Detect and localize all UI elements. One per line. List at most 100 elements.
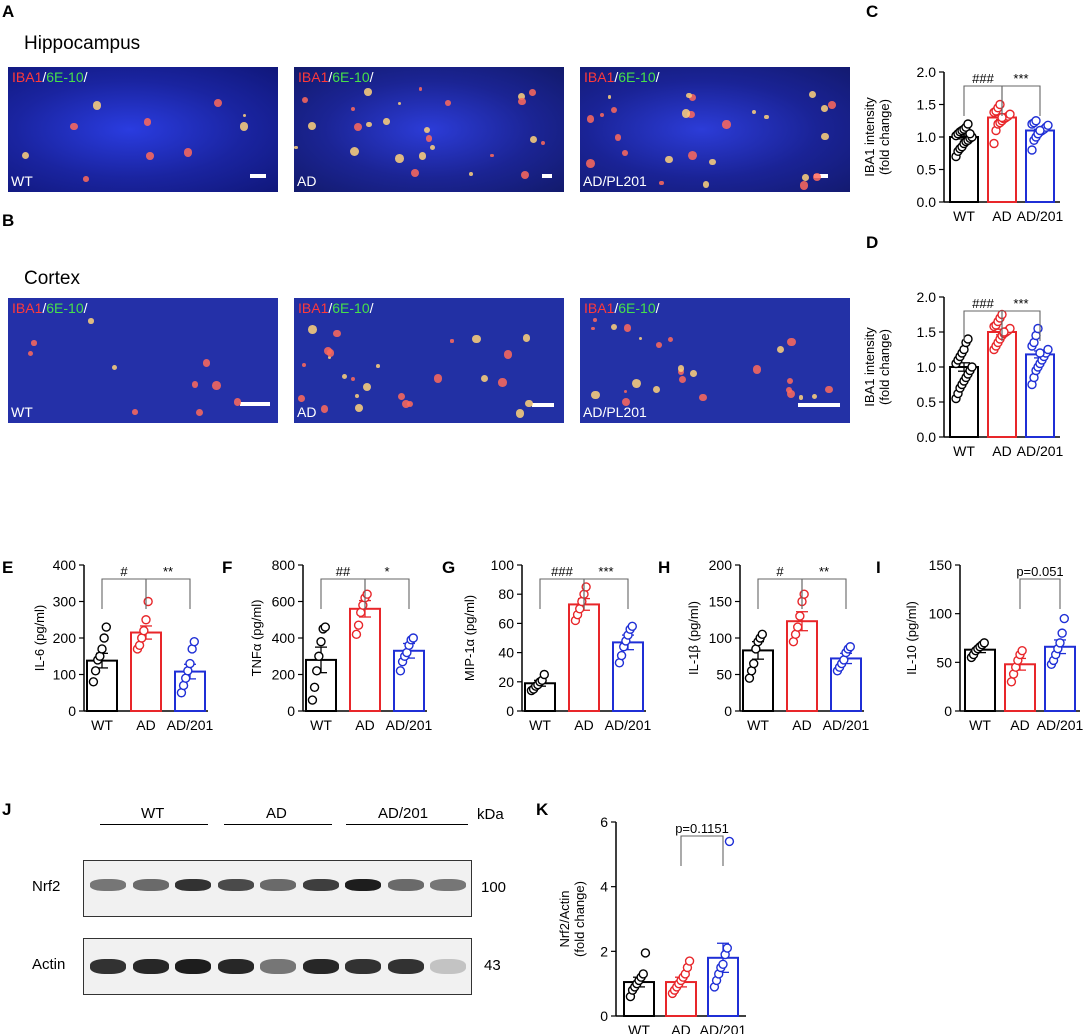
chart-d-point <box>1033 323 1043 334</box>
chart-e-x-tick-label: AD <box>136 717 155 733</box>
chart-c-x-tick-label: WT <box>953 208 975 224</box>
chart-f-point <box>408 633 418 643</box>
speckle <box>410 168 420 178</box>
speckle <box>350 376 356 382</box>
speckle <box>809 90 817 98</box>
speckle <box>689 94 697 102</box>
chart-k-y-tick-label: 4 <box>600 879 608 895</box>
blot-band <box>345 959 381 974</box>
chart-e-significance-bracket <box>145 578 191 609</box>
panel-letter-h: H <box>658 558 671 577</box>
panel-letter-e: E <box>2 558 14 577</box>
micrograph-group-label: WT <box>11 404 33 420</box>
chart-e-significance-bracket <box>101 578 147 609</box>
speckle <box>586 159 596 169</box>
speckle <box>677 365 684 372</box>
speckle <box>146 152 154 160</box>
speckle <box>402 400 411 409</box>
blot-group-ad: AD <box>266 805 287 822</box>
chart-d-significance-label: ### <box>972 296 994 311</box>
chart-h-y-tick-label: 0 <box>724 703 732 719</box>
speckle <box>366 121 372 128</box>
chart-h-significance-label: ** <box>819 564 829 579</box>
speckle <box>383 118 390 125</box>
chart-d-bar-1 <box>987 331 1017 438</box>
chart-k-y-tick-label: 6 <box>600 814 608 830</box>
stain-legend: IBA1/6E-10/ <box>298 300 374 316</box>
speckle <box>353 122 363 131</box>
chart-c-point <box>965 129 975 139</box>
chart-g-point <box>627 621 637 632</box>
micrograph-group-label: AD <box>297 404 317 420</box>
chart-e-point <box>141 615 151 625</box>
chart-i-x-tick-label: AD <box>1010 717 1029 733</box>
speckle <box>28 350 34 356</box>
chart-e-point <box>143 596 153 607</box>
panel-letter-k: K <box>536 800 549 819</box>
blot-kda-label: kDa <box>477 806 504 823</box>
micrograph-hippocampus-adpl201: IBA1/6E-10/ AD/PL201 <box>580 67 850 192</box>
stain-legend: IBA1/6E-10/ <box>298 69 374 85</box>
chart-c-point <box>1031 116 1041 126</box>
chart-g-significance-bracket <box>583 578 629 609</box>
chart-k-point <box>640 948 651 958</box>
speckle <box>621 398 630 407</box>
speckle <box>333 329 341 338</box>
chart-g-significance-label: ### <box>551 564 573 579</box>
chart-d-y-label: IBA1 intensity(fold change) <box>862 327 892 407</box>
chart-f-significance-bracket <box>364 578 410 609</box>
micrograph-group-label: AD/PL201 <box>583 173 647 189</box>
chart-e-point <box>101 622 111 632</box>
speckle <box>611 324 618 331</box>
chart-f-y-tick-label: 200 <box>272 667 296 683</box>
chart-e-point <box>189 636 199 647</box>
micrograph-cortex-ad: IBA1/6E-10/ AD <box>294 298 564 423</box>
micrograph-group-label: AD <box>297 173 317 189</box>
panel-letter-j: J <box>2 800 12 819</box>
chart-c-x-tick-label: AD <box>992 208 1011 224</box>
chart-h-y-tick-label: 200 <box>709 557 733 573</box>
speckle <box>614 134 622 142</box>
chart-e-x-tick-label: AD/201 <box>167 717 214 733</box>
chart-e-significance-label: # <box>120 564 128 579</box>
chart-k-point <box>638 969 648 979</box>
chart-c-significance-label: *** <box>1013 71 1028 86</box>
speckle <box>799 181 808 190</box>
cortex-title: Cortex <box>24 268 80 289</box>
speckle <box>298 395 305 402</box>
chart-h-point <box>757 629 767 640</box>
chart-f-point <box>353 620 364 630</box>
speckle <box>503 350 512 359</box>
chart-k-point <box>718 959 728 969</box>
speckle <box>522 334 531 342</box>
speckle <box>624 389 628 393</box>
speckle <box>239 122 249 131</box>
chart-d-point <box>1043 344 1053 355</box>
speckle <box>490 153 494 157</box>
scale-bar <box>814 174 828 178</box>
blot-group-line-ad <box>224 824 332 825</box>
chart-e-y-label: IL-6 (pg/ml) <box>32 605 47 671</box>
chart-i-x-tick-label: WT <box>969 717 991 733</box>
chart-f-point <box>314 651 324 661</box>
speckle <box>472 334 482 344</box>
chart-d-y-tick-label: 1.5 <box>917 324 937 340</box>
chart-g-y-tick-label: 100 <box>491 557 515 573</box>
chart-h-y-tick-label: 100 <box>709 630 733 646</box>
chart-c-point <box>989 138 999 149</box>
speckle <box>699 393 707 402</box>
speckle <box>433 373 443 383</box>
panel-letter-d: D <box>866 233 879 252</box>
chart-d-significance-bracket <box>1001 310 1041 341</box>
chart-h-point <box>793 622 803 632</box>
chart-i-y-tick-label: 0 <box>944 703 952 719</box>
blot-kda-nrf2: 100 <box>481 879 507 896</box>
panel-letter-b: B <box>2 211 15 230</box>
chart-h-point <box>749 658 759 669</box>
speckle <box>350 106 356 112</box>
speckle <box>667 337 673 343</box>
speckle <box>450 339 454 343</box>
chart-h-point <box>799 589 809 599</box>
chart-c-significance-bracket <box>1001 85 1041 116</box>
speckle <box>599 112 604 117</box>
